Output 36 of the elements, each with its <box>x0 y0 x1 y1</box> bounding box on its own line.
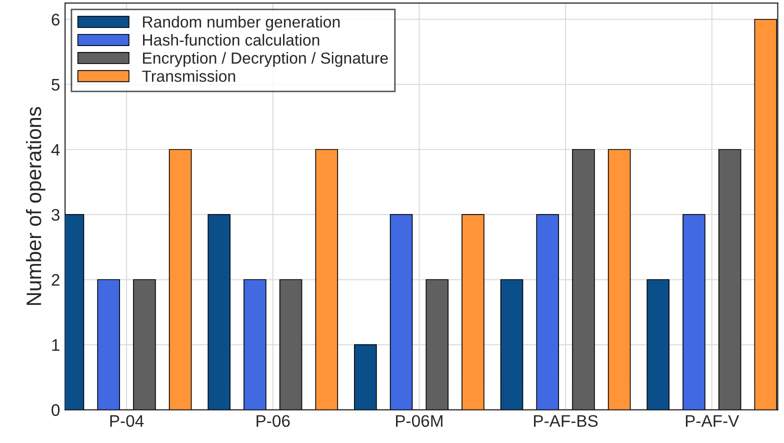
y-tick-label: 6 <box>52 14 60 26</box>
bar <box>754 18 778 410</box>
legend-label: Encryption / Decryption / Signature <box>143 52 388 67</box>
bar <box>244 279 266 410</box>
x-tick-label: P-AF-V <box>686 415 740 427</box>
x-tick-label: P-04 <box>110 415 144 427</box>
y-tick-label: 4 <box>51 144 60 156</box>
bar <box>536 214 560 410</box>
y-tick-label: 5 <box>52 79 60 91</box>
bar <box>315 149 338 410</box>
bar <box>208 214 230 410</box>
bar <box>572 149 595 410</box>
y-tick-label: 2 <box>52 274 60 286</box>
y-tick-label: 1 <box>52 339 60 351</box>
y-axis-title: Number of operations <box>26 107 46 305</box>
bar <box>646 279 670 410</box>
legend-label: Transmission <box>142 70 236 82</box>
bar <box>354 344 377 410</box>
bar <box>718 149 742 410</box>
x-tick-label: P-06M <box>396 415 442 427</box>
bar <box>279 279 302 410</box>
bar <box>608 149 631 410</box>
bar <box>390 214 413 410</box>
legend-label: Hash-function calculation <box>143 34 320 46</box>
x-tick-label: P-06 <box>256 415 290 427</box>
x-tick-label: P-AF-BS <box>534 415 598 427</box>
bar <box>462 214 484 410</box>
bar <box>168 149 192 410</box>
bar <box>682 214 706 410</box>
y-tick-label: 3 <box>52 208 60 221</box>
bar <box>97 279 120 410</box>
y-tick-label: 0 <box>52 404 60 416</box>
bar <box>500 279 524 410</box>
bar <box>133 279 156 410</box>
bar <box>426 279 449 410</box>
legend-label: Random number generation <box>143 16 340 31</box>
